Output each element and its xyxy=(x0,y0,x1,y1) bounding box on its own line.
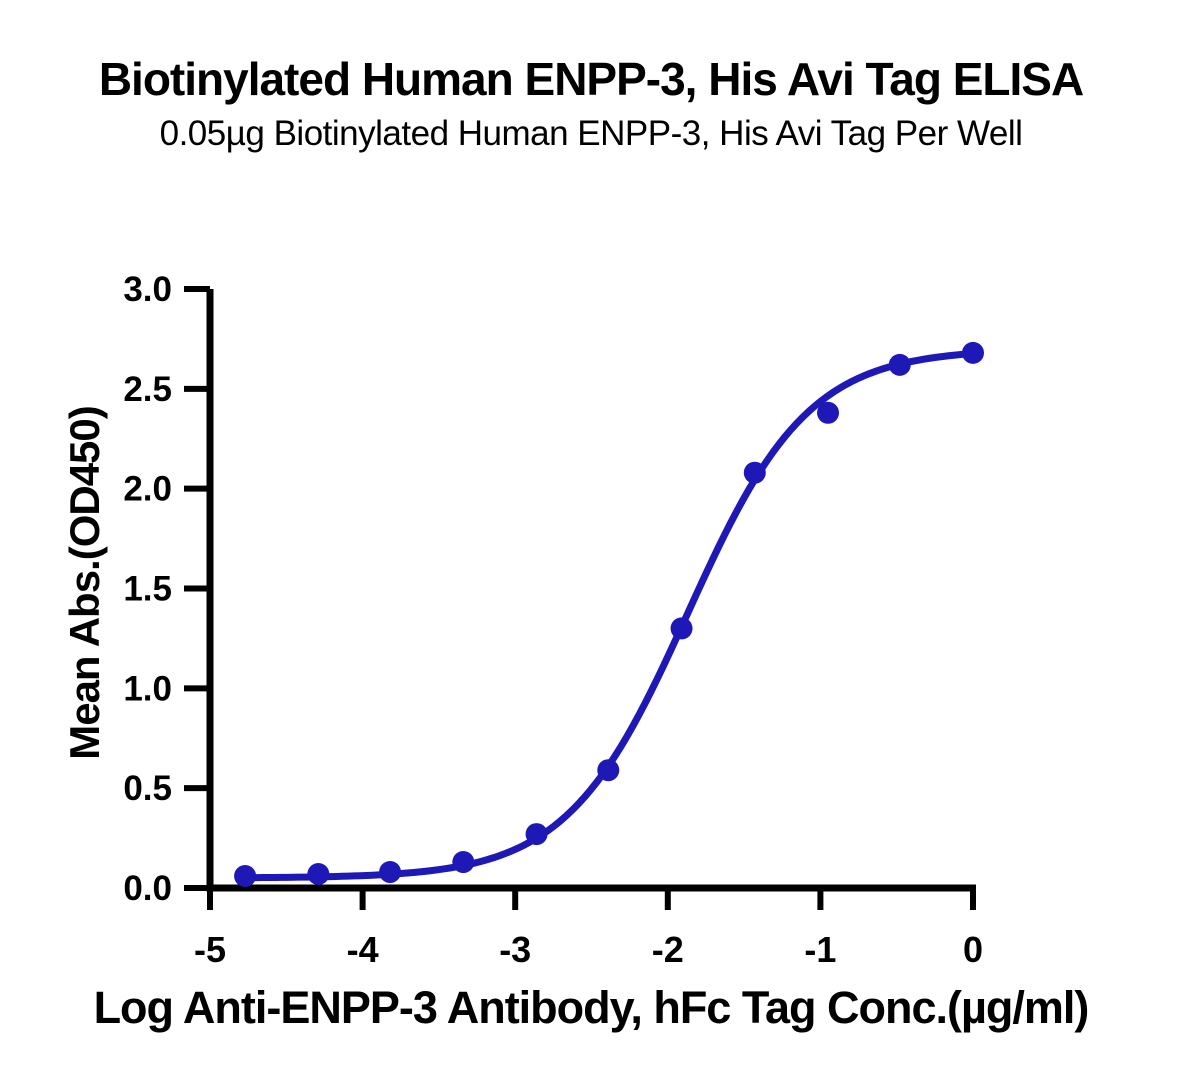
data-point xyxy=(452,851,475,874)
data-point xyxy=(743,461,766,484)
y-tick-label: 0.0 xyxy=(123,869,172,908)
y-tick-label: 0.5 xyxy=(123,769,172,808)
data-point xyxy=(234,865,257,888)
x-tick-label: 0 xyxy=(963,929,983,970)
y-tick-label: 1.5 xyxy=(123,570,172,609)
x-axis-label: Log Anti-ENPP-3 Antibody, hFc Tag Conc.(… xyxy=(93,982,1090,1033)
y-tick-label: 2.0 xyxy=(123,470,172,509)
chart-title: Biotinylated Human ENPP-3, His Avi Tag E… xyxy=(98,53,1084,105)
data-point xyxy=(597,759,620,782)
data-point xyxy=(817,401,840,424)
x-tick-label: -1 xyxy=(804,929,836,970)
x-tick-label: -4 xyxy=(347,929,379,970)
data-point xyxy=(888,353,911,376)
y-tick-label: 3.0 xyxy=(123,270,172,309)
data-point xyxy=(379,861,402,884)
data-point xyxy=(525,823,548,846)
data-point xyxy=(962,341,984,364)
fit-curve xyxy=(241,350,977,882)
x-tick-label: -2 xyxy=(652,929,684,970)
x-tick-label: -3 xyxy=(499,929,531,970)
y-tick-label: 2.5 xyxy=(123,370,172,409)
y-tick-label: 1.0 xyxy=(123,669,172,708)
data-point xyxy=(670,617,693,640)
chart-subtitle: 0.05µg Biotinylated Human ENPP-3, His Av… xyxy=(159,114,1023,153)
data-point xyxy=(307,863,330,886)
x-tick-label: -5 xyxy=(194,929,226,970)
